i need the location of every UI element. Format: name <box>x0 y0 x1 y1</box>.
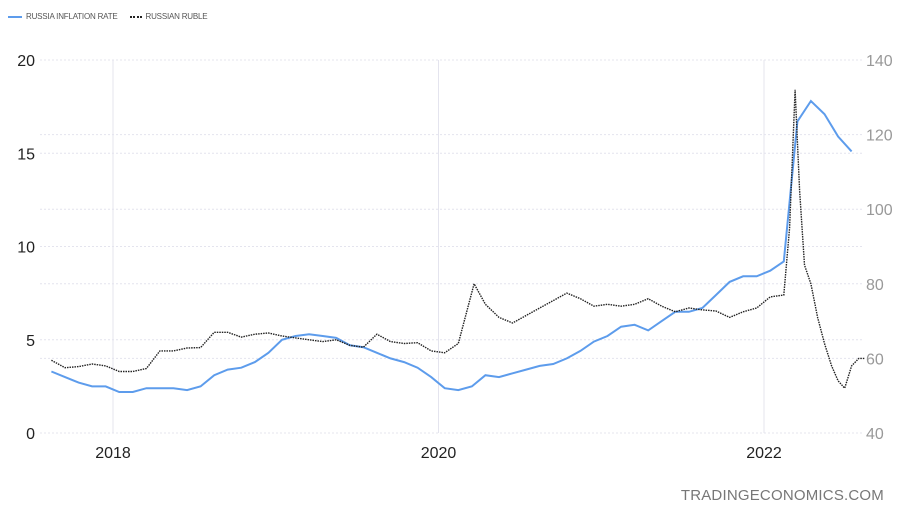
legend-item-ruble[interactable]: RUSSIAN RUBLE <box>129 12 208 21</box>
y-right-tick-label: 40 <box>866 426 884 443</box>
solid-line-swatch-icon <box>8 15 22 18</box>
legend-item-inflation[interactable]: RUSSIA INFLATION RATE <box>8 12 118 21</box>
y-left-tick-label: 20 <box>17 53 35 70</box>
watermark: TRADINGECONOMICS.COM <box>680 487 884 504</box>
inflation-rate-line <box>51 99 853 393</box>
legend: RUSSIA INFLATION RATE RUSSIAN RUBLE <box>8 12 208 21</box>
x-tick-label: 2020 <box>421 445 457 462</box>
y-right-tick-label: 80 <box>866 277 884 294</box>
y-right-tick-label: 100 <box>866 202 893 219</box>
dotted-line-swatch-icon <box>129 15 142 18</box>
y-left-tick-label: 5 <box>26 333 35 350</box>
y-left-tick-label: 15 <box>17 146 35 163</box>
y-right-tick-label: 60 <box>866 351 884 368</box>
x-tick-label: 2018 <box>95 445 131 462</box>
ruble-line <box>51 89 866 390</box>
y-left-tick-label: 10 <box>17 240 35 257</box>
y-right-tick-label: 120 <box>866 128 893 145</box>
x-tick-label: 2022 <box>746 445 782 462</box>
y-right-tick-label: 140 <box>866 53 893 70</box>
y-left-tick-label: 0 <box>26 426 35 443</box>
